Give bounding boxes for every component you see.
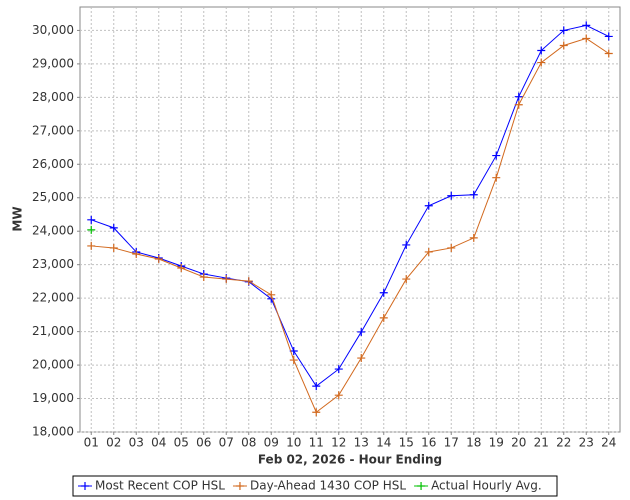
- legend-marker: [417, 482, 426, 490]
- data-point: [357, 327, 366, 336]
- data-point: [402, 240, 411, 249]
- x-tick-label: 10: [286, 436, 301, 450]
- y-tick-label: 19,000: [32, 391, 74, 405]
- data-point: [514, 100, 523, 109]
- y-tick-label: 18,000: [32, 425, 74, 439]
- x-tick-label: 13: [354, 436, 369, 450]
- x-tick-label: 12: [331, 436, 346, 450]
- x-tick-label: 18: [466, 436, 481, 450]
- y-tick-label: 23,000: [32, 257, 74, 271]
- data-point: [379, 288, 388, 297]
- data-point: [447, 191, 456, 200]
- series-line: [91, 37, 610, 414]
- data-point: [424, 247, 433, 256]
- data-point: [537, 58, 546, 67]
- data-point: [87, 215, 96, 224]
- y-tick-label: 30,000: [32, 23, 74, 37]
- x-tick-label: 20: [511, 436, 526, 450]
- y-tick-label: 26,000: [32, 157, 74, 171]
- data-point: [424, 201, 433, 210]
- y-axis-label: MW: [11, 206, 25, 231]
- data-point: [334, 391, 343, 400]
- y-tick-label: 20,000: [32, 358, 74, 372]
- x-tick-label: 02: [106, 436, 121, 450]
- data-point: [492, 151, 501, 160]
- data-point: [357, 354, 366, 363]
- legend-label: Actual Hourly Avg.: [431, 479, 542, 493]
- data-point: [604, 49, 613, 58]
- x-tick-label: 01: [84, 436, 99, 450]
- data-point: [312, 382, 321, 391]
- data-point: [267, 290, 276, 299]
- x-tick-label: 07: [219, 436, 234, 450]
- y-tick-label: 24,000: [32, 224, 74, 238]
- x-tick-label: 24: [601, 436, 616, 450]
- x-tick-label: 09: [264, 436, 279, 450]
- series-line: [91, 24, 609, 387]
- y-tick-label: 29,000: [32, 56, 74, 70]
- data-point: [514, 92, 523, 101]
- data-point: [244, 277, 253, 286]
- data-point: [199, 273, 208, 282]
- y-tick-label: 22,000: [32, 291, 74, 305]
- x-tick-label: 23: [579, 436, 594, 450]
- data-point: [559, 41, 568, 50]
- data-point: [537, 46, 546, 55]
- data-point: [222, 275, 231, 284]
- data-point: [334, 365, 343, 374]
- data-point: [447, 243, 456, 252]
- data-point: [604, 32, 613, 41]
- x-tick-label: 22: [556, 436, 571, 450]
- x-tick-label: 14: [376, 436, 391, 450]
- data-point: [469, 233, 478, 242]
- x-tick-label: 19: [489, 436, 504, 450]
- data-point: [289, 356, 298, 365]
- legend-marker: [81, 482, 89, 490]
- data-point: [559, 26, 568, 35]
- y-tick-label: 28,000: [32, 90, 74, 104]
- x-tick-label: 03: [129, 436, 144, 450]
- legend-label: Most Recent COP HSL: [95, 479, 225, 493]
- data-point: [582, 34, 591, 43]
- x-tick-label: 11: [309, 436, 324, 450]
- legend-label: Day-Ahead 1430 COP HSL: [250, 479, 406, 493]
- legend-marker: [235, 482, 244, 490]
- x-tick-label: 17: [444, 436, 459, 450]
- data-point: [402, 275, 411, 284]
- data-point: [312, 408, 321, 417]
- legend: [72, 475, 558, 497]
- data-point: [109, 223, 118, 232]
- data-point: [87, 225, 96, 234]
- data-point: [469, 190, 478, 199]
- x-tick-label: 21: [534, 436, 549, 450]
- y-tick-label: 27,000: [32, 123, 74, 137]
- data-point: [582, 21, 591, 30]
- x-tick-label: 15: [399, 436, 414, 450]
- y-tick-label: 25,000: [32, 190, 74, 204]
- x-tick-label: 08: [241, 436, 256, 450]
- data-point: [177, 264, 186, 273]
- x-tick-label: 06: [196, 436, 211, 450]
- data-point: [132, 249, 141, 258]
- x-tick-label: 05: [174, 436, 189, 450]
- data-point: [379, 313, 388, 322]
- data-point: [492, 173, 501, 182]
- x-tick-label: 04: [151, 436, 166, 450]
- x-axis-label: Feb 02, 2026 - Hour Ending: [258, 453, 442, 467]
- y-tick-label: 21,000: [32, 324, 74, 338]
- x-tick-label: 16: [421, 436, 436, 450]
- data-point: [87, 241, 96, 250]
- data-point: [109, 243, 118, 252]
- data-point: [154, 254, 163, 263]
- plot-area: [79, 6, 621, 433]
